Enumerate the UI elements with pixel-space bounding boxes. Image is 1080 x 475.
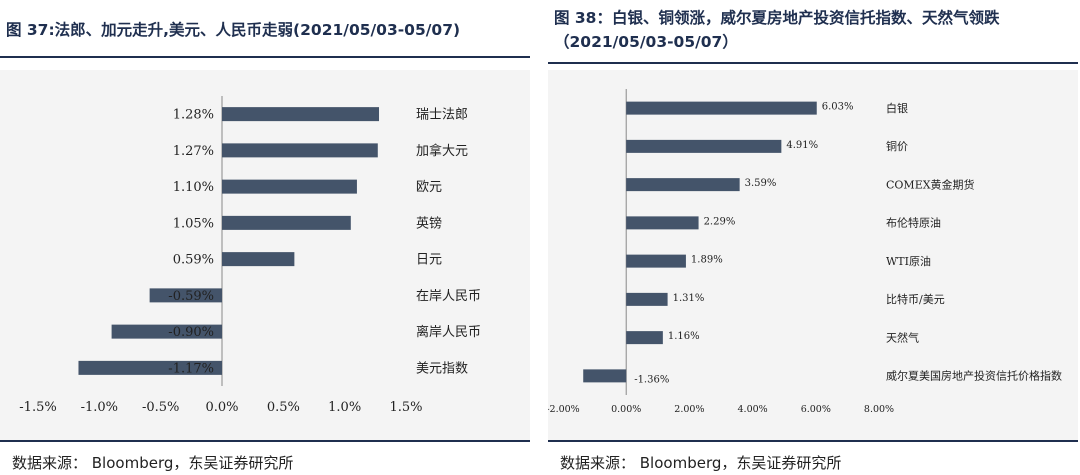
category-label: 天然气 bbox=[886, 330, 919, 344]
bar bbox=[78, 360, 222, 375]
x-tick-label: 0.0% bbox=[205, 400, 238, 415]
footer-divider bbox=[548, 440, 1078, 442]
data-label: 1.27% bbox=[173, 144, 214, 159]
category-label: 威尔夏美国房地产投资信托价格指数 bbox=[886, 369, 1062, 383]
category-label: 日元 bbox=[416, 253, 442, 268]
x-tick-label: 8.00% bbox=[864, 404, 894, 415]
category-label: WTI原油 bbox=[886, 254, 931, 268]
category-label: 欧元 bbox=[416, 180, 442, 195]
title-divider bbox=[548, 62, 1078, 64]
bar bbox=[626, 178, 740, 192]
category-label: 比特币/美元 bbox=[886, 292, 945, 306]
category-label: 在岸人民币 bbox=[416, 289, 481, 304]
chart-title: 图 37:法郎、加元走升,美元、人民币走弱(2021/05/03-05/07) bbox=[6, 21, 461, 39]
data-label: -0.90% bbox=[168, 325, 214, 340]
category-label: 铜价 bbox=[886, 139, 908, 153]
data-label: 1.89% bbox=[691, 255, 723, 266]
bar-chart-right: 6.03% 白银 4.91% 铜价 3.59% COMEX黄金期货 2.29% 布伦特原油 1.… bbox=[546, 89, 1062, 415]
title-divider bbox=[0, 56, 530, 58]
x-tick-label: -1.5% bbox=[19, 400, 56, 415]
category-label: 白银 bbox=[886, 101, 908, 115]
data-label: 1.31% bbox=[673, 293, 705, 304]
data-label: 3.59% bbox=[745, 178, 777, 189]
chart-panel-left: 图 37:法郎、加元走升,美元、人民币走弱(2021/05/03-05/07) … bbox=[0, 0, 530, 475]
data-label: 2.29% bbox=[704, 216, 736, 227]
x-tick-label: 1.5% bbox=[389, 400, 422, 415]
plot-area: 1.28% 瑞士法郎 1.27% 加拿大元 1.10% 欧元 1.05% 英镑 0.59% 日元 -… bbox=[0, 70, 530, 440]
data-label: -1.17% bbox=[168, 361, 214, 376]
bar bbox=[111, 324, 222, 339]
bar-chart-left: 1.28% 瑞士法郎 1.27% 加拿大元 1.10% 欧元 1.05% 英镑 0.59% 日元 -… bbox=[19, 96, 481, 415]
chart-panel-right: 图 38：白银、铜领涨，威尔夏房地产投资信托指数、天然气领跌（2021/05/0… bbox=[546, 0, 1078, 475]
x-tick-label: 6.00% bbox=[801, 404, 831, 415]
x-tick-label: 1.0% bbox=[328, 400, 361, 415]
bar bbox=[222, 143, 378, 158]
data-label: 1.10% bbox=[173, 180, 214, 195]
x-tick-label: -2.00% bbox=[548, 404, 580, 415]
bar bbox=[222, 107, 380, 122]
data-label: -1.36% bbox=[634, 374, 669, 385]
source-note: 数据来源： Bloomberg，东吴证券研究所 bbox=[12, 454, 294, 472]
category-label: 英镑 bbox=[416, 215, 442, 231]
bar bbox=[626, 331, 663, 345]
category-label: 加拿大元 bbox=[416, 143, 468, 159]
data-label: -0.59% bbox=[168, 289, 214, 304]
x-tick-label: 4.00% bbox=[738, 404, 768, 415]
data-label: 1.05% bbox=[173, 216, 214, 231]
data-label: 0.59% bbox=[173, 253, 214, 268]
source-note: 数据来源： Bloomberg，东吴证券研究所 bbox=[560, 454, 842, 472]
chart-title: 图 38：白银、铜领涨，威尔夏房地产投资信托指数、天然气领跌（2021/05/0… bbox=[554, 9, 1000, 51]
x-tick-label: 0.00% bbox=[611, 404, 641, 415]
bar bbox=[222, 252, 295, 267]
footer-divider bbox=[0, 440, 530, 442]
category-label: 离岸人民币 bbox=[416, 324, 481, 340]
plot-area: 6.03% 白银 4.91% 铜价 3.59% COMEX黄金期货 2.29% 布伦特原油 1.… bbox=[546, 70, 1078, 440]
x-tick-label: -0.5% bbox=[142, 400, 179, 415]
category-label: 瑞士法郎 bbox=[416, 108, 468, 123]
bar bbox=[626, 254, 686, 268]
category-label: 布伦特原油 bbox=[886, 216, 941, 230]
x-tick-label: -1.0% bbox=[81, 400, 118, 415]
bar bbox=[626, 101, 817, 115]
bar bbox=[222, 179, 357, 194]
bar bbox=[149, 288, 222, 303]
data-label: 4.91% bbox=[786, 140, 818, 151]
category-label: COMEX黄金期货 bbox=[886, 177, 975, 191]
bar bbox=[626, 139, 782, 153]
category-label: 美元指数 bbox=[416, 361, 468, 376]
bar bbox=[583, 369, 627, 383]
bar bbox=[626, 216, 699, 230]
data-label: 1.28% bbox=[173, 108, 214, 123]
data-label: 1.16% bbox=[668, 331, 700, 342]
bar bbox=[222, 215, 351, 230]
x-tick-label: 0.5% bbox=[267, 400, 300, 415]
bar bbox=[626, 292, 668, 306]
x-tick-label: 2.00% bbox=[674, 404, 704, 415]
data-label: 6.03% bbox=[822, 102, 854, 113]
